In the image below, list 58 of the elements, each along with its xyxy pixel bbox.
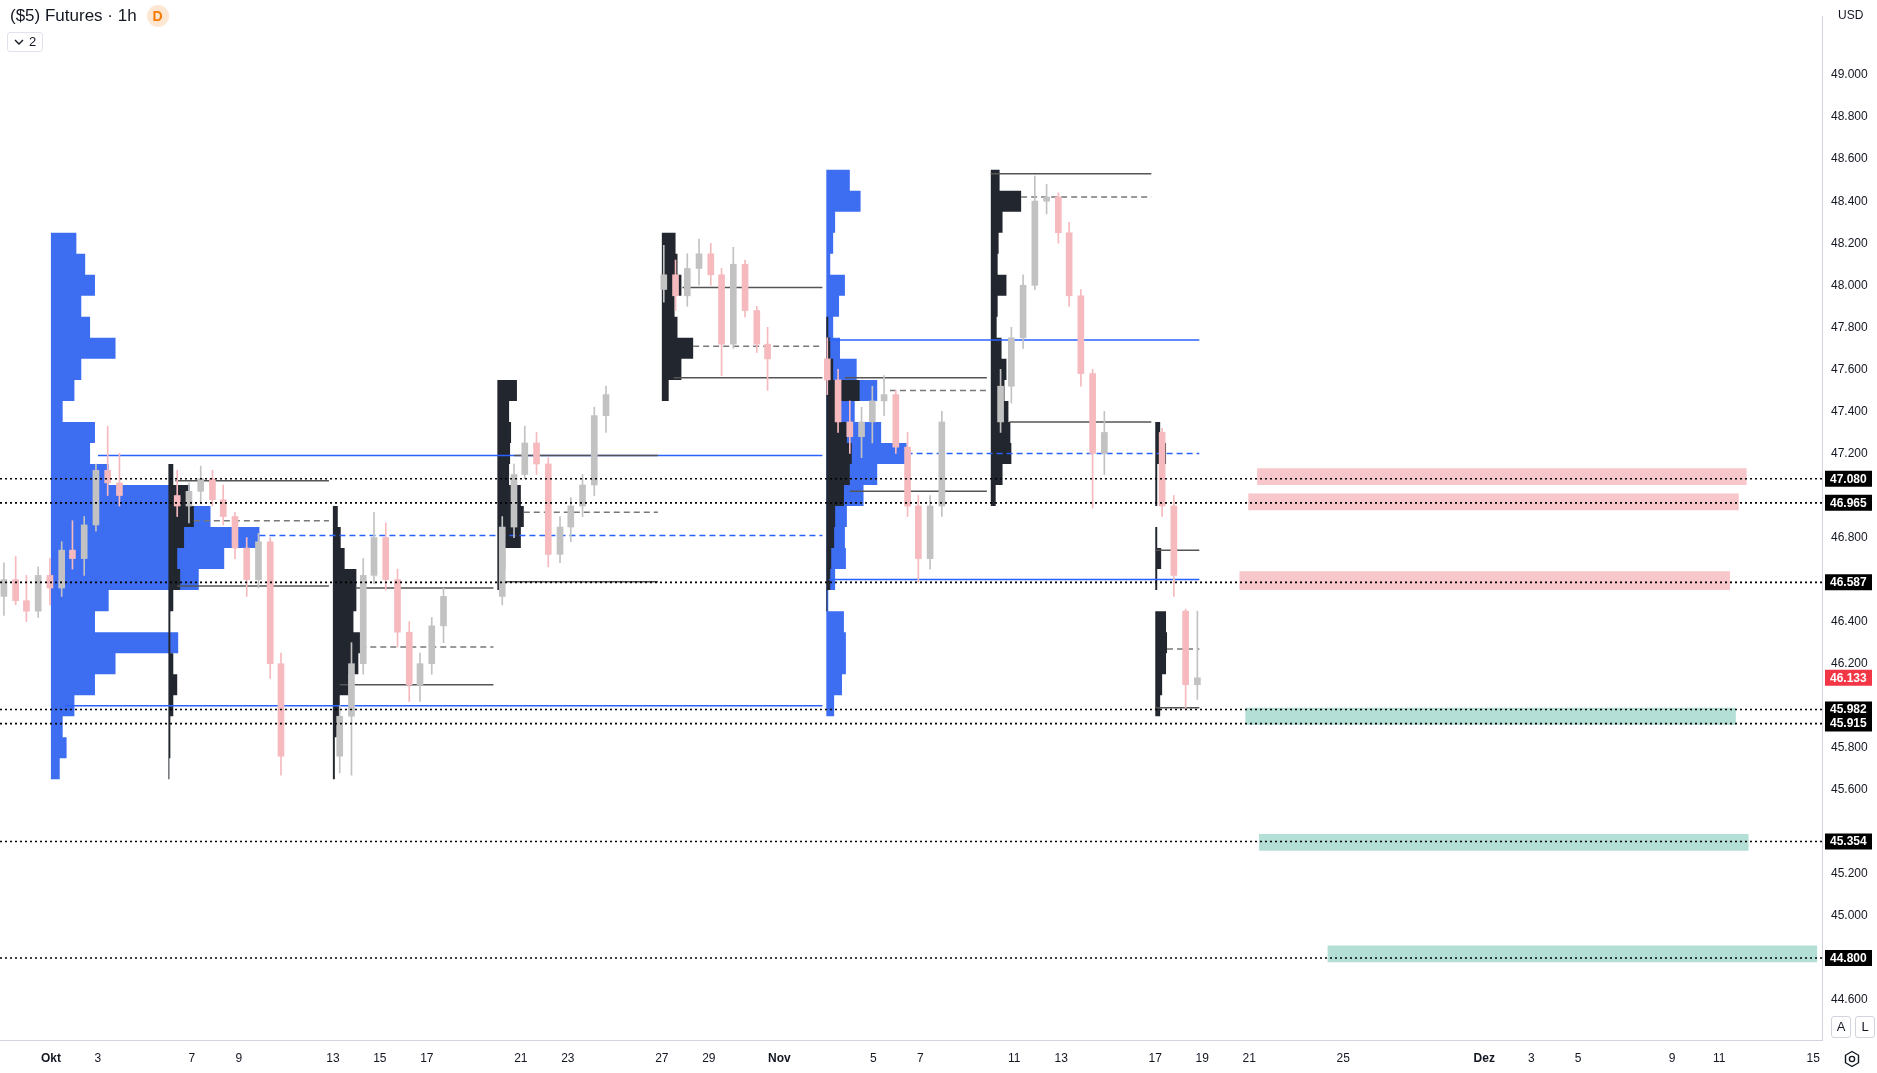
x-tick-label: 19 <box>1195 1050 1210 1065</box>
x-tick-label: Dez <box>1473 1050 1495 1065</box>
text: L <box>1855 1016 1875 1038</box>
x-tick-label: 23 <box>561 1050 575 1065</box>
y-tick-label: 46.200 <box>1831 656 1869 671</box>
text: 46.133 <box>1830 670 1868 685</box>
ref-line-label: 45.982 <box>1830 702 1868 717</box>
x-tick-label: 9 <box>1668 1050 1676 1065</box>
ref-line-label: 46.965 <box>1830 495 1868 510</box>
annotation: D <box>146 5 169 27</box>
x-tick-label: 3 <box>94 1050 102 1065</box>
y-tick-label: 46.400 <box>1831 613 1869 628</box>
x-tick-label: 11 <box>1008 1050 1021 1065</box>
y-tick-label: 49.000 <box>1831 67 1869 82</box>
annotation: 2 <box>7 32 44 52</box>
x-tick-label: 29 <box>702 1050 716 1065</box>
x-tick-label: Okt <box>40 1050 61 1065</box>
x-tick-label: 7 <box>916 1050 924 1065</box>
chart-title: ($5) Futures · 1h <box>10 5 137 27</box>
y-tick-label: 45.000 <box>1831 908 1869 923</box>
x-tick-label: 13 <box>1054 1050 1069 1065</box>
x-tick-label: 13 <box>326 1050 340 1065</box>
ref-line-label: 47.080 <box>1830 471 1868 486</box>
x-tick-label: 7 <box>188 1050 196 1065</box>
y-tick-label: 48.200 <box>1831 235 1869 250</box>
x-tick-label: 5 <box>869 1050 877 1065</box>
x-tick-label: 11 <box>1712 1050 1726 1065</box>
x-tick-label: 17 <box>420 1050 434 1065</box>
y-tick-label: 48.600 <box>1831 151 1869 166</box>
x-tick-label: 9 <box>235 1050 243 1065</box>
x-tick-label: 17 <box>1148 1050 1163 1065</box>
text: A <box>1831 1016 1851 1038</box>
y-tick-label: 47.800 <box>1831 319 1869 334</box>
x-tick-label: 15 <box>1806 1050 1821 1065</box>
x-tick-label: 27 <box>655 1050 669 1065</box>
y-tick-label: 47.600 <box>1831 361 1869 376</box>
y-tick-label: 47.400 <box>1831 403 1869 418</box>
x-tick-label: 15 <box>373 1050 387 1065</box>
x-tick-label: 21 <box>514 1050 528 1065</box>
y-tick-label: 47.200 <box>1831 445 1869 460</box>
y-tick-label: 45.200 <box>1831 866 1869 881</box>
ref-line-label: 44.800 <box>1830 950 1868 965</box>
y-tick-label: 45.600 <box>1831 782 1869 797</box>
ref-line-label: 46.587 <box>1830 575 1868 590</box>
x-tick-label: 21 <box>1242 1050 1257 1065</box>
ref-line-label: 45.354 <box>1830 834 1868 849</box>
y-tick-label: 48.400 <box>1831 193 1869 208</box>
y-tick-label: 48.000 <box>1831 277 1869 292</box>
x-tick-label: 3 <box>1527 1050 1535 1065</box>
x-tick-label: Nov <box>767 1050 791 1065</box>
x-tick-label: 25 <box>1336 1050 1351 1065</box>
ref-line-label: 45.915 <box>1830 716 1868 731</box>
y-tick-label: 45.800 <box>1831 740 1869 755</box>
y-tick-label: 44.600 <box>1831 992 1869 1007</box>
y-tick-label: 48.800 <box>1831 109 1869 124</box>
x-tick-label: 5 <box>1574 1050 1582 1065</box>
y-tick-label: 46.800 <box>1831 529 1869 544</box>
y-axis-title: USD <box>1838 8 1864 22</box>
